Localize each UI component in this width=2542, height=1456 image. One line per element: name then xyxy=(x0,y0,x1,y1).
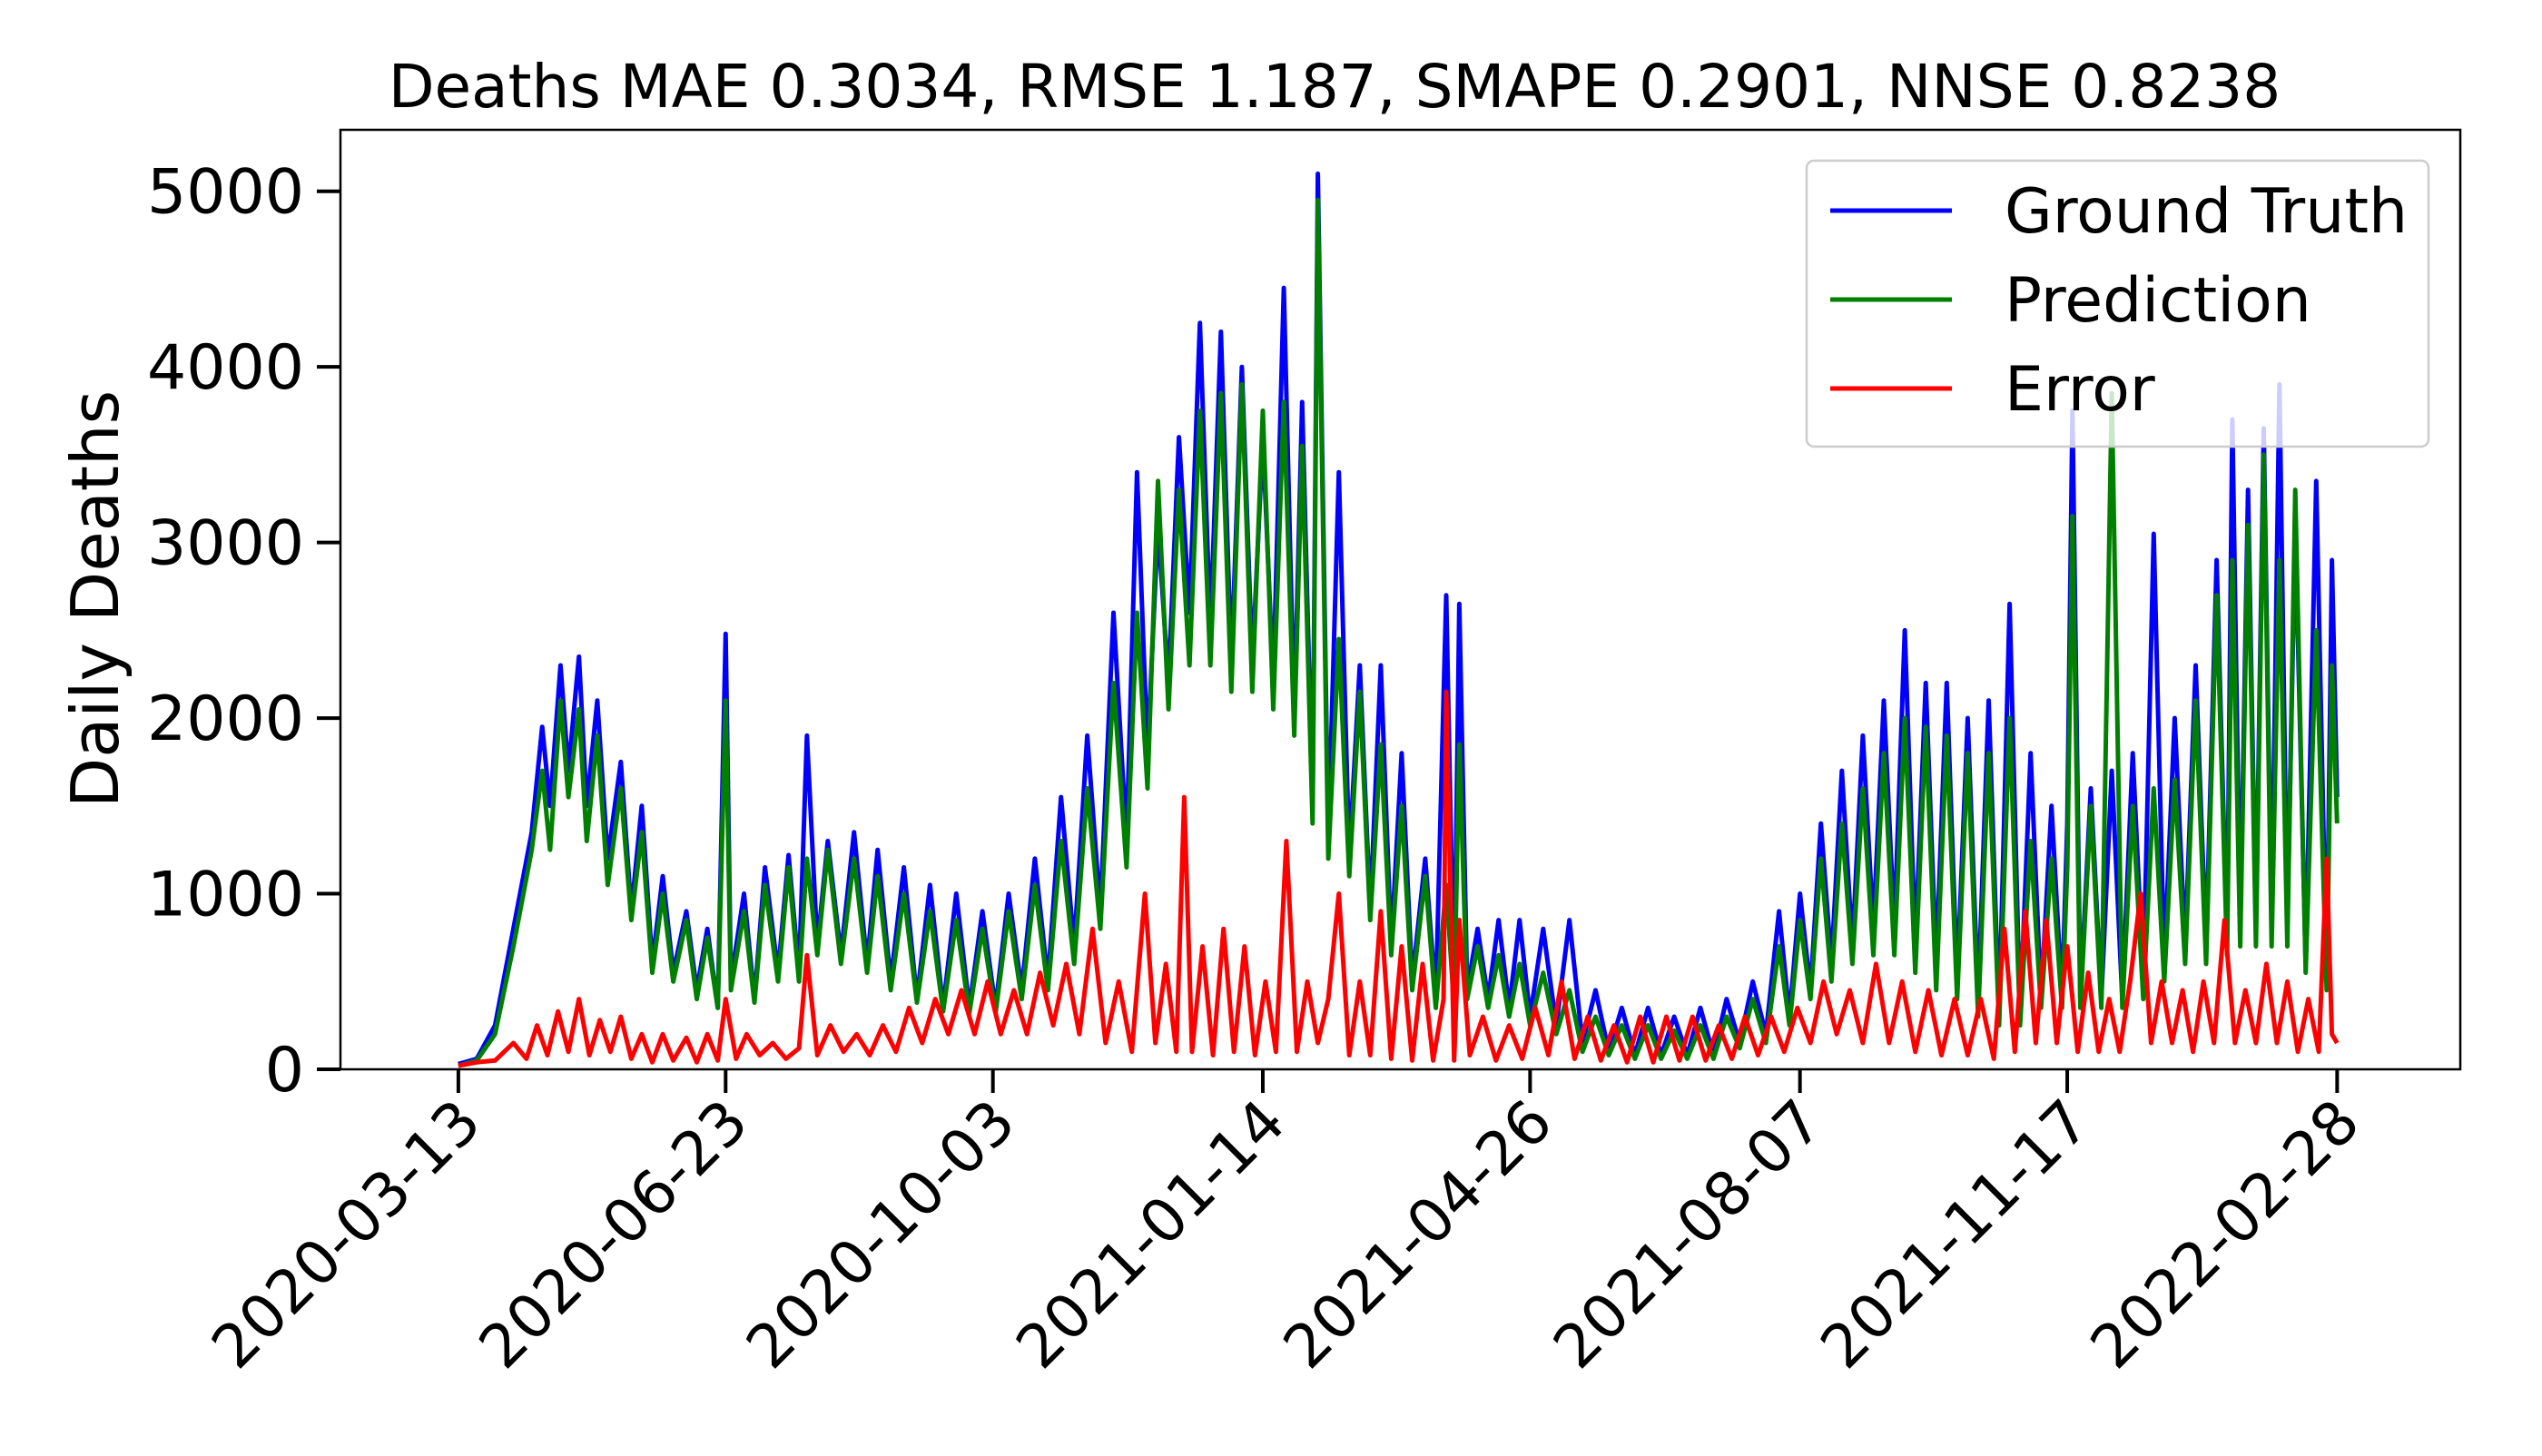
y-tick-label: 3000 xyxy=(147,508,304,580)
y-tick-label: 1000 xyxy=(147,860,304,931)
legend-label: Prediction xyxy=(2005,265,2311,337)
y-tick-label: 0 xyxy=(265,1035,304,1107)
legend-label: Error xyxy=(2005,354,2155,426)
legend-box xyxy=(1805,159,2430,448)
y-tick-label: 4000 xyxy=(147,332,304,404)
series-line-prediction xyxy=(458,197,2340,1068)
y-tick-label: 5000 xyxy=(147,157,304,229)
plot-frame xyxy=(339,128,2462,1071)
y-tick-label: 2000 xyxy=(147,684,304,755)
y-axis-label: Daily Deaths xyxy=(57,390,133,808)
legend-label: Ground Truth xyxy=(2005,176,2408,248)
chart-title: Deaths MAE 0.3034, RMSE 1.187, SMAPE 0.2… xyxy=(389,52,2281,122)
series-line-error xyxy=(458,689,2340,1068)
